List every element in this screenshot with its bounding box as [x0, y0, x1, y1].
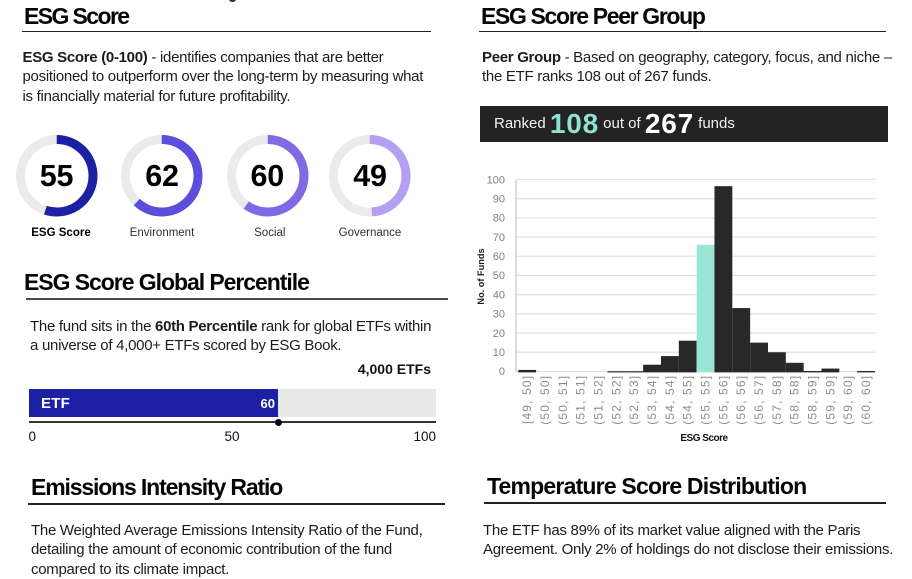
svg-text:60: 60 [493, 251, 505, 263]
svg-text:(58, 59]: (58, 59] [806, 375, 820, 425]
svg-text:40: 40 [493, 289, 505, 301]
svg-text:30: 30 [493, 309, 505, 321]
svg-text:10: 10 [493, 347, 505, 359]
svg-text:(56, 57]: (56, 57] [752, 375, 766, 425]
svg-text:(50, 51]: (50, 51] [556, 375, 570, 425]
svg-text:(51, 52]: (51, 52] [592, 375, 606, 425]
svg-text:20: 20 [493, 328, 505, 340]
svg-text:(55, 55]: (55, 55] [699, 375, 713, 425]
svg-text:(59, 59]: (59, 59] [823, 375, 837, 425]
svg-text:ESG Score: ESG Score [680, 433, 728, 444]
svg-text:(59, 60]: (59, 60] [841, 375, 855, 425]
svg-text:(60, 60]: (60, 60] [859, 375, 873, 425]
svg-text:50: 50 [493, 270, 505, 282]
svg-text:[49, 50]: [49, 50] [520, 375, 534, 424]
svg-text:80: 80 [493, 213, 505, 225]
svg-text:(57, 58]: (57, 58] [770, 375, 784, 425]
svg-text:(54, 54]: (54, 54] [663, 375, 677, 425]
svg-text:(54, 55]: (54, 55] [681, 375, 695, 425]
svg-text:(52, 53]: (52, 53] [627, 375, 641, 425]
svg-text:90: 90 [493, 194, 505, 206]
svg-text:70: 70 [493, 232, 505, 244]
svg-text:0: 0 [499, 366, 505, 378]
svg-text:100: 100 [487, 174, 505, 186]
svg-text:(50, 50]: (50, 50] [538, 375, 552, 425]
svg-text:(52, 52]: (52, 52] [609, 375, 623, 425]
svg-text:(53, 54]: (53, 54] [645, 375, 659, 425]
svg-text:(51, 51]: (51, 51] [574, 375, 588, 425]
svg-text:(56, 56]: (56, 56] [734, 375, 748, 425]
svg-text:(55, 56]: (55, 56] [716, 375, 730, 425]
svg-text:No. of Funds: No. of Funds [476, 248, 486, 304]
svg-text:(58, 58]: (58, 58] [788, 375, 802, 425]
